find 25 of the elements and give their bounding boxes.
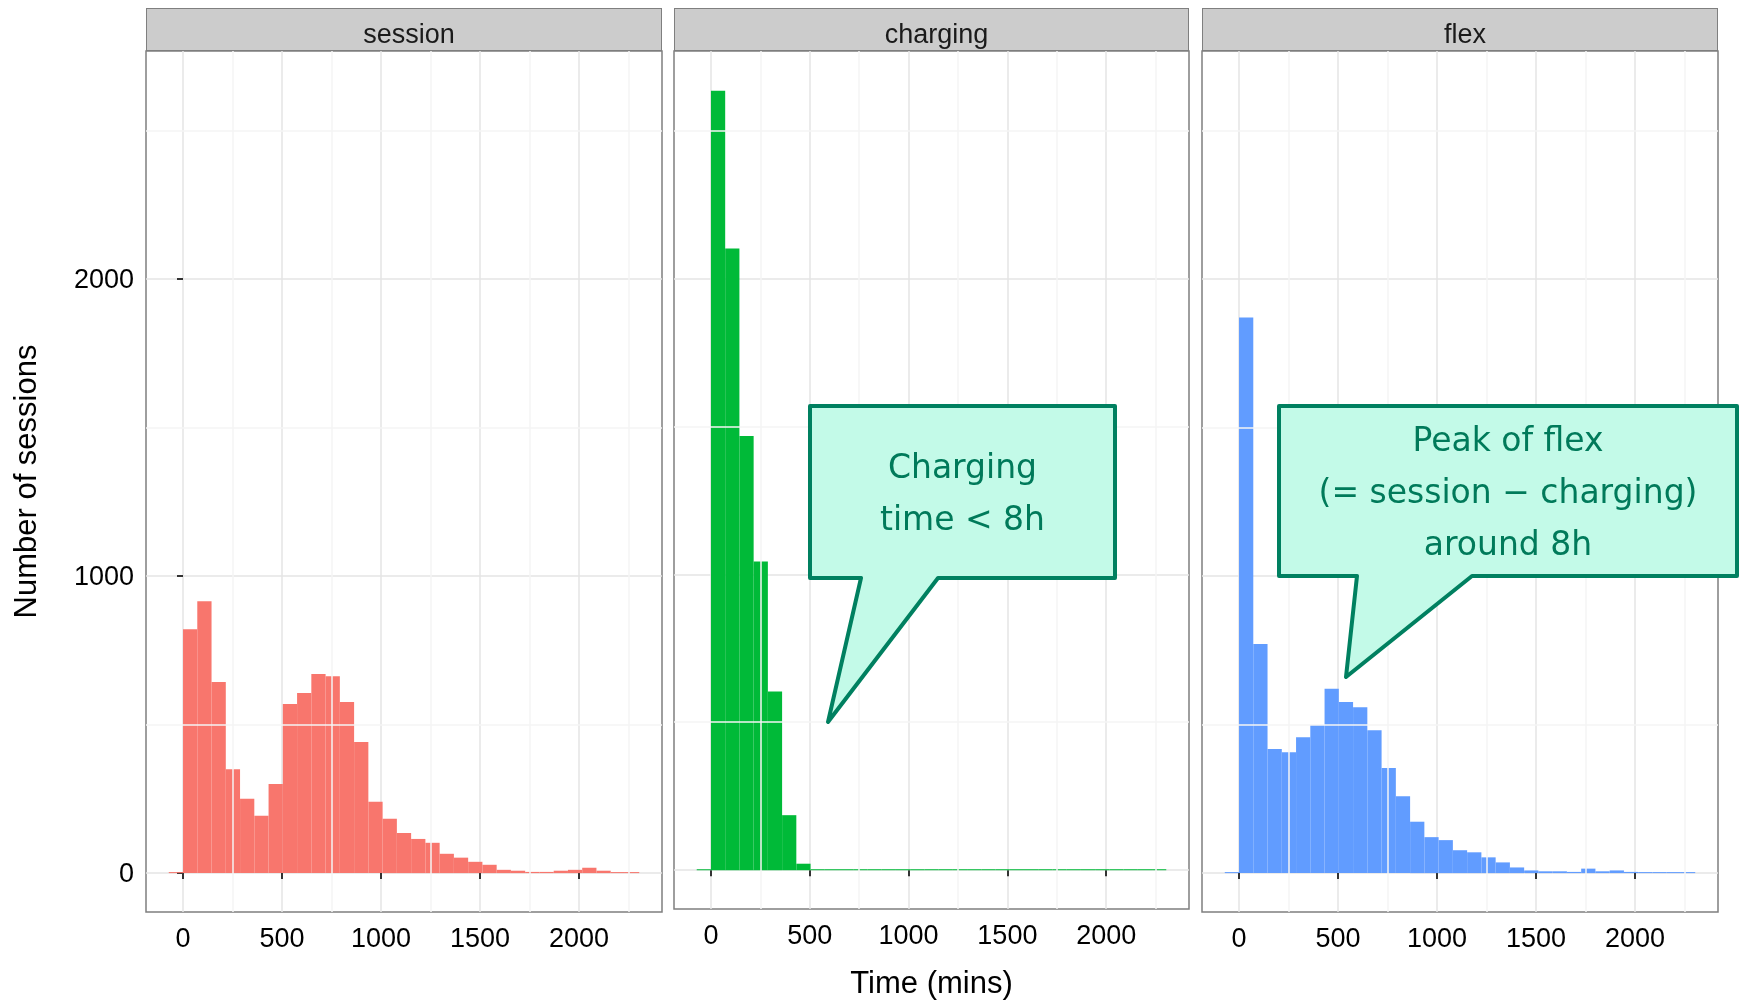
x-tick-label: 0 <box>1231 922 1247 953</box>
x-tick-label: 1000 <box>878 919 939 950</box>
x-tick-label: 500 <box>787 919 833 950</box>
x-tick-label: 1500 <box>449 922 511 953</box>
chart-title: flex <box>1443 18 1487 49</box>
x-tick-label: 1500 <box>1505 922 1567 953</box>
x-tick-label: 0 <box>703 919 719 950</box>
x-tick-label: 1000 <box>1406 922 1468 953</box>
x-tick-label: 2000 <box>1605 922 1666 953</box>
chart-title: session <box>363 18 455 49</box>
annotation: Peak of flex (= session − charging) around 8h <box>1318 420 1698 563</box>
x-tick-label: 500 <box>1315 922 1361 953</box>
x-tick-label: 1000 <box>350 922 412 953</box>
x-tick-label: 0 <box>175 922 191 953</box>
y-tick-label: 2000 <box>73 264 134 295</box>
y-axis-title: Number of sessions <box>8 344 43 619</box>
x-tick-label: 1500 <box>977 919 1038 950</box>
y-tick-label: 1000 <box>73 561 134 592</box>
annotation: Charging time < 8h <box>879 447 1046 538</box>
x-tick-label: 2000 <box>1076 919 1137 950</box>
x-tick-label: 500 <box>259 922 305 953</box>
y-tick-label: 0 <box>118 858 134 889</box>
x-axis-title: Time (mins) <box>850 965 1013 1000</box>
x-tick-label: 2000 <box>549 922 610 953</box>
chart-title: charging <box>884 18 989 49</box>
